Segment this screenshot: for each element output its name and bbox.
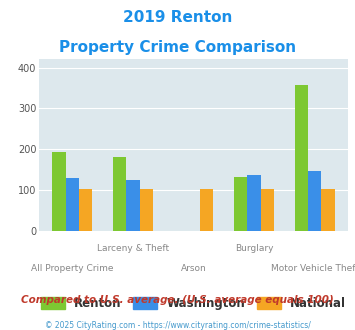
- Bar: [247, 176, 261, 231]
- Bar: [140, 189, 153, 231]
- Text: Burglary: Burglary: [235, 244, 273, 253]
- Text: Compared to U.S. average. (U.S. average equals 100): Compared to U.S. average. (U.S. average …: [21, 295, 334, 305]
- Bar: [234, 177, 247, 231]
- Bar: [295, 85, 308, 231]
- Text: Property Crime Comparison: Property Crime Comparison: [59, 40, 296, 54]
- Text: Arson: Arson: [181, 264, 206, 273]
- Legend: Renton, Washington, National: Renton, Washington, National: [36, 292, 351, 314]
- Bar: [66, 178, 79, 231]
- Bar: [261, 189, 274, 231]
- Bar: [113, 157, 126, 231]
- Bar: [308, 171, 321, 231]
- Text: © 2025 CityRating.com - https://www.cityrating.com/crime-statistics/: © 2025 CityRating.com - https://www.city…: [45, 321, 310, 330]
- Bar: [126, 180, 140, 231]
- Bar: [200, 189, 213, 231]
- Text: Motor Vehicle Theft: Motor Vehicle Theft: [271, 264, 355, 273]
- Bar: [79, 189, 92, 231]
- Text: 2019 Renton: 2019 Renton: [123, 10, 232, 25]
- Bar: [321, 189, 334, 231]
- Bar: [53, 152, 66, 231]
- Text: Larceny & Theft: Larceny & Theft: [97, 244, 169, 253]
- Text: All Property Crime: All Property Crime: [31, 264, 114, 273]
